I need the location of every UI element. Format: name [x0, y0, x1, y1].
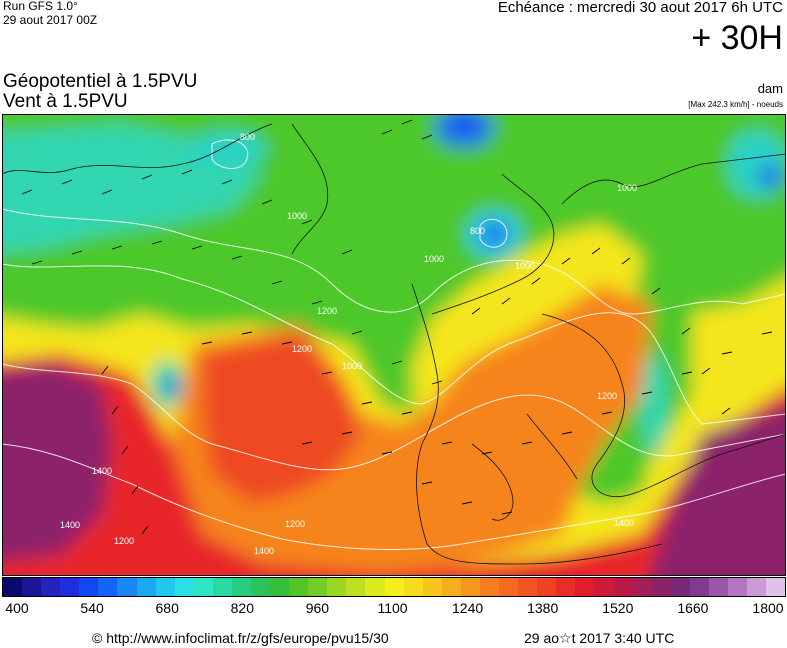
color-scale-tick-label: 1800	[752, 600, 784, 616]
color-scale-swatch	[3, 578, 23, 596]
color-scale-swatch	[594, 578, 614, 596]
color-scale-swatch	[766, 578, 786, 596]
map-title-wind: Vent à 1.5PVU	[3, 91, 128, 112]
color-scale-tick-label: 1520	[602, 600, 634, 616]
color-scale-tick-label: 1380	[527, 600, 559, 616]
contour-label: 1400	[254, 546, 274, 556]
color-scale-swatch	[670, 578, 690, 596]
map-title-geopotential: Géopotentiel à 1.5PVU	[3, 71, 198, 92]
max-wind-label: [Max 242.3 km/h] - noeuds	[688, 100, 783, 109]
weather-map[interactable]: 800 800 1000 1000 1000 1000 1000 1200 12…	[2, 114, 786, 576]
contour-label: 1000	[424, 254, 444, 264]
wind-barbs	[21, 119, 773, 535]
color-scale-swatch	[460, 578, 480, 596]
contour-label: 800	[470, 226, 485, 236]
forecast-valid-time: Echéance : mercredi 30 aout 2017 6h UTC	[497, 0, 783, 16]
color-scale-swatch	[708, 578, 728, 596]
contour-label: 1400	[614, 518, 634, 528]
contour-labels: 800 800 1000 1000 1000 1000 1000 1200 12…	[60, 132, 637, 556]
color-scale-swatch	[251, 578, 271, 596]
color-scale-swatch	[289, 578, 309, 596]
contour-label: 1000	[342, 361, 362, 371]
color-scale-swatch	[346, 578, 366, 596]
color-scale-swatch	[747, 578, 767, 596]
color-scale-swatch	[518, 578, 538, 596]
geopotential-field	[2, 114, 786, 576]
contour-label: 1200	[317, 306, 337, 316]
color-scale-swatch	[441, 578, 461, 596]
color-scale-swatch	[231, 578, 252, 596]
footer-timestamp: 29 ao☆t 2017 3:40 UTC	[524, 630, 675, 646]
color-scale-tick-label: 680	[155, 600, 179, 616]
color-scale-swatch	[193, 578, 213, 596]
coastlines	[2, 123, 786, 565]
color-scale-swatch	[727, 578, 748, 596]
color-scale-swatch	[327, 578, 347, 596]
color-scale-tick-label: 820	[230, 600, 254, 616]
color-scale-tick-label: 1660	[677, 600, 709, 616]
contour-label: 1200	[285, 519, 305, 529]
color-scale-swatch	[537, 578, 557, 596]
color-scale	[2, 577, 786, 597]
geopotential-contours	[2, 139, 786, 550]
footer-source-url: © http://www.infoclimat.fr/z/gfs/europe/…	[92, 630, 389, 646]
color-scale-swatch	[499, 578, 519, 596]
color-scale-swatch	[403, 578, 423, 596]
color-scale-swatch	[22, 578, 42, 596]
color-scale-swatch	[136, 578, 156, 596]
color-scale-tick-label: 1240	[452, 600, 484, 616]
color-scale-swatch	[632, 578, 652, 596]
color-scale-swatch	[556, 578, 576, 596]
color-scale-swatch	[117, 578, 137, 596]
color-scale-swatch	[479, 578, 500, 596]
lead-time: + 30H	[691, 19, 783, 57]
color-scale-tick-label: 540	[80, 600, 104, 616]
color-scale-tick-label: 400	[5, 600, 29, 616]
color-scale-tick-label: 960	[305, 600, 330, 616]
contour-label: 1400	[60, 520, 80, 530]
color-scale-swatch	[575, 578, 595, 596]
contour-label: 1200	[114, 536, 134, 546]
run-label: Run GFS 1.0°	[3, 0, 78, 13]
color-scale-swatch	[422, 578, 442, 596]
color-scale-swatch	[384, 578, 404, 596]
contour-label: 1200	[292, 344, 312, 354]
color-scale-swatch	[98, 578, 118, 596]
color-scale-swatch	[308, 578, 328, 596]
color-scale-swatch	[60, 578, 80, 596]
run-date: 29 aout 2017 00Z	[3, 13, 98, 27]
color-scale-swatch	[365, 578, 385, 596]
color-scale-swatch	[270, 578, 290, 596]
contour-label: 800	[240, 132, 255, 142]
color-scale-swatch	[651, 578, 671, 596]
color-scale-swatch	[79, 578, 99, 596]
color-scale-swatch	[41, 578, 61, 596]
color-scale-swatch	[613, 578, 633, 596]
contour-label: 1000	[287, 211, 307, 221]
color-scale-swatch	[689, 578, 709, 596]
contour-label: 1400	[92, 466, 112, 476]
color-scale-swatch	[155, 578, 175, 596]
color-scale-swatch	[212, 578, 232, 596]
contour-label: 1200	[597, 391, 617, 401]
color-scale-tick-label: 1100	[377, 600, 408, 616]
color-scale-swatch	[174, 578, 194, 596]
unit-label: dam	[757, 81, 783, 96]
contour-label: 1000	[617, 183, 637, 193]
contour-label: 1000	[515, 261, 535, 271]
